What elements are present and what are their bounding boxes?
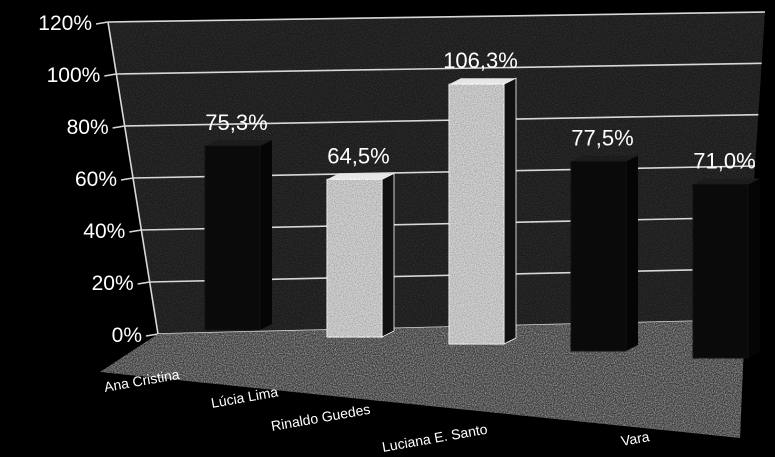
axes — [95, 21, 159, 337]
gridline-4 — [124, 113, 759, 127]
y-tick-label-2: 40% — [83, 220, 125, 243]
y-tick-mark-4 — [112, 125, 125, 129]
data-label-3: 77,5% — [571, 126, 633, 151]
bar-top-4 — [693, 178, 760, 185]
bar-side-1 — [381, 172, 395, 338]
y-tick-mark-5 — [104, 73, 117, 77]
y-tick-mark-1 — [137, 281, 150, 285]
y-tick-label-3: 60% — [75, 168, 117, 191]
data-label-0: 75,3% — [205, 110, 267, 135]
bar-top-3 — [571, 155, 638, 162]
y-tick-label-1: 20% — [92, 272, 134, 295]
category-label-4: Vara — [620, 428, 651, 449]
y-tick-mark-0 — [145, 333, 159, 337]
bar-3 — [570, 155, 638, 352]
y-tick-mark-6 — [95, 21, 109, 25]
bar-top-0 — [205, 139, 272, 146]
gridline-5 — [116, 62, 762, 75]
bar-side-0 — [260, 139, 272, 330]
y-tick-label-6: 120% — [38, 12, 92, 35]
data-labels: 75,3% 64,5% 106,3% 77,5% 71,0% — [205, 48, 755, 173]
bar-front-0 — [204, 145, 261, 331]
y-tick-labels: 0% 20% 40% 60% 80% 100% 120% — [38, 12, 142, 347]
y-tick-mark-2 — [129, 229, 142, 233]
data-label-4: 71,0% — [693, 148, 755, 173]
bar-0 — [204, 139, 272, 331]
bar-texture-2 — [449, 84, 504, 345]
bar-top-2 — [449, 78, 516, 85]
y-tick-label-0: 0% — [112, 324, 142, 347]
bar-4 — [692, 178, 760, 359]
bar-side-3 — [626, 155, 638, 351]
bar-2 — [448, 77, 517, 345]
bar-front-4 — [692, 183, 749, 359]
data-label-2: 106,3% — [443, 48, 518, 73]
bar-side-4 — [748, 178, 760, 358]
bars — [204, 77, 760, 359]
y-tick-mark-3 — [120, 177, 134, 181]
bar-texture-1 — [327, 179, 382, 337]
bar-1 — [326, 172, 395, 338]
y-tick-label-5: 100% — [47, 64, 101, 87]
bar-front-3 — [570, 161, 627, 352]
bar-side-2 — [503, 77, 517, 345]
bar-top-1 — [327, 173, 394, 180]
gridline-6 — [107, 11, 766, 23]
data-label-1: 64,5% — [327, 143, 389, 168]
y-tick-label-4: 80% — [67, 116, 109, 139]
